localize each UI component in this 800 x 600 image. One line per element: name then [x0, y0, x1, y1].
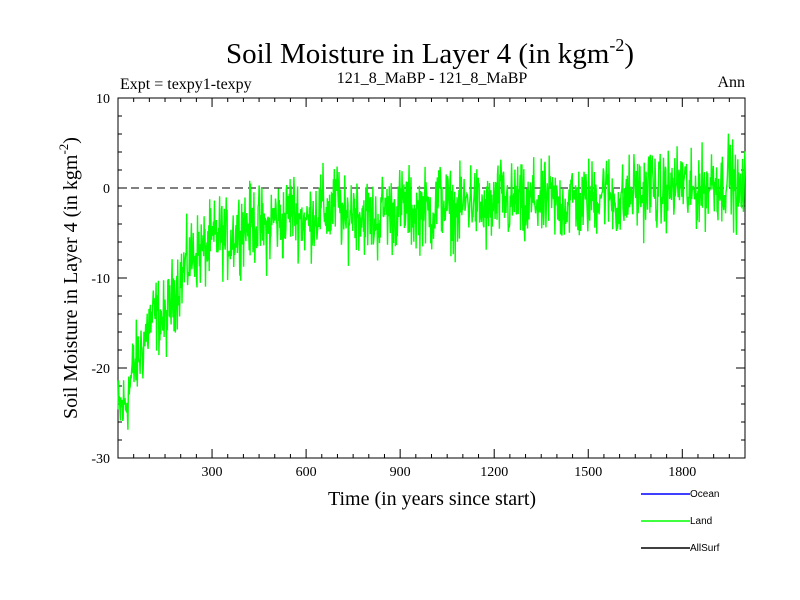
y-axis-label: Soil Moisture in Layer 4 (in kgm-2)	[56, 137, 82, 419]
chart-title: Soil Moisture in Layer 4 (in kgm-2)	[226, 35, 634, 70]
x-tick-label: 1500	[574, 465, 602, 480]
y-tick-label: 10	[96, 92, 110, 107]
legend-label-land: Land	[690, 516, 712, 527]
plot-frame	[117, 97, 746, 459]
y-tick-label: 0	[103, 182, 110, 197]
x-tick-labels: 300 600 900 1200 1500 1800	[202, 465, 697, 480]
legend-label-allsurf: AllSurf	[690, 543, 720, 554]
legend: Ocean Land AllSurf	[641, 489, 720, 554]
x-tick-label: 1200	[480, 465, 508, 480]
y-tick-label: -30	[91, 452, 110, 467]
series-line-land	[117, 133, 746, 430]
plot-area	[117, 97, 746, 459]
y-tick-label: -20	[91, 362, 110, 377]
subtitle-experiment: Expt = texpy1-texpy	[120, 76, 252, 93]
x-tick-label: 300	[202, 465, 223, 480]
x-axis-label: Time (in years since start)	[328, 488, 536, 510]
legend-label-ocean: Ocean	[690, 489, 719, 500]
x-tick-label: 600	[296, 465, 317, 480]
tick-marks	[118, 97, 745, 459]
x-tick-label: 1800	[668, 465, 696, 480]
subtitle-runs: 121_8_MaBP - 121_8_MaBP	[337, 70, 528, 87]
subtitle-season: Ann	[717, 74, 745, 91]
y-tick-label: -10	[91, 272, 110, 287]
y-tick-labels: 10 0 -10 -20 -30	[91, 92, 110, 467]
x-tick-label: 900	[390, 465, 411, 480]
